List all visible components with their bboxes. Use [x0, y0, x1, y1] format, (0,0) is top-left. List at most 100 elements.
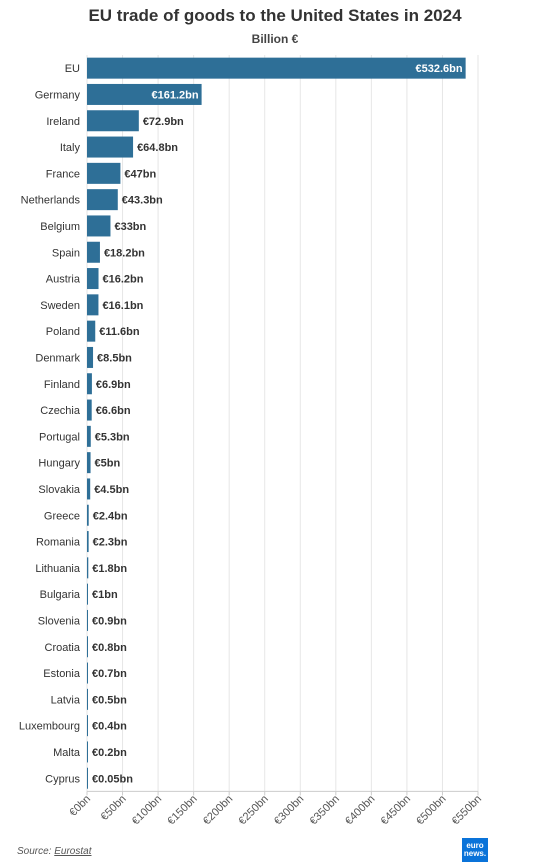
category-label: Sweden [40, 300, 80, 312]
bar [87, 162, 121, 184]
category-label: Slovakia [38, 484, 80, 496]
category-label: Luxembourg [19, 721, 80, 733]
category-label: Italy [60, 142, 81, 154]
category-label: Croatia [45, 642, 81, 654]
category-label: Malta [53, 747, 81, 759]
bar [87, 583, 88, 605]
category-label: Lithuania [35, 563, 81, 575]
data-label: €72.9bn [143, 116, 184, 128]
x-tick-label: €0bn [67, 793, 93, 819]
data-label: €18.2bn [104, 247, 145, 259]
x-tick-label: €100bn [130, 793, 164, 827]
x-tick-label: €500bn [414, 793, 448, 827]
category-label: Germany [35, 89, 81, 101]
data-label: €11.6bn [99, 326, 140, 338]
bar [87, 346, 94, 368]
data-label: €1.8bn [92, 563, 127, 575]
data-label: €6.9bn [96, 379, 131, 391]
category-label: Belgium [40, 221, 80, 233]
category-label: EU [65, 63, 80, 75]
data-label: €161.2bn [152, 89, 199, 101]
x-tick-label: €200bn [201, 793, 235, 827]
data-label: €0.8bn [92, 642, 127, 654]
category-label: Portugal [39, 431, 80, 443]
source-label: Source: [17, 846, 52, 857]
data-label: €6.6bn [96, 405, 131, 417]
x-tick-label: €400bn [343, 793, 377, 827]
category-label: France [46, 168, 80, 180]
category-label: Estonia [43, 668, 81, 680]
data-label: €532.6bn [416, 63, 463, 75]
data-label: €33bn [114, 221, 146, 233]
category-label: Cyprus [45, 773, 80, 785]
bar [87, 294, 99, 316]
source-note: Source: Eurostat [17, 846, 92, 857]
data-label: €0.7bn [92, 668, 127, 680]
data-label: €16.1bn [102, 300, 143, 312]
data-label: €5.3bn [95, 431, 130, 443]
data-label: €43.3bn [122, 195, 163, 207]
chart-title: EU trade of goods to the United States i… [88, 6, 462, 25]
data-label: €2.4bn [93, 510, 128, 522]
category-label: Slovenia [38, 615, 81, 627]
category-label: Greece [44, 510, 80, 522]
category-label: Bulgaria [40, 589, 81, 601]
bar [87, 662, 88, 684]
bar [87, 688, 88, 710]
category-label: Finland [44, 379, 80, 391]
category-label: Netherlands [21, 195, 81, 207]
bar [87, 715, 88, 737]
category-label: Romania [36, 537, 81, 549]
x-tick-label: €450bn [379, 793, 413, 827]
category-label: Latvia [51, 694, 81, 706]
data-label: €4.5bn [94, 484, 129, 496]
bar [87, 189, 118, 211]
bar [87, 478, 91, 500]
data-label: €0.5bn [92, 694, 127, 706]
data-label: €16.2bn [103, 274, 144, 286]
bar [87, 57, 466, 79]
category-label: Poland [46, 326, 80, 338]
bar [87, 373, 92, 395]
data-label: €2.3bn [93, 537, 128, 549]
data-label: €47bn [124, 168, 156, 180]
x-tick-label: €550bn [450, 793, 484, 827]
data-label: €0.4bn [92, 721, 127, 733]
bar [87, 741, 88, 763]
bar [87, 531, 89, 553]
bar [87, 399, 92, 421]
bar [87, 557, 89, 579]
bar [87, 268, 99, 290]
category-label: Denmark [35, 352, 80, 364]
bar [87, 452, 91, 474]
bar [87, 504, 89, 526]
bar [87, 767, 88, 789]
x-tick-label: €350bn [307, 793, 341, 827]
data-label: €1bn [92, 589, 118, 601]
euronews-logo: euro news. [462, 838, 488, 862]
bar [87, 83, 202, 105]
data-label: €0.2bn [92, 747, 127, 759]
x-tick-label: €50bn [99, 793, 129, 823]
data-label: €0.05bn [92, 773, 133, 785]
data-label: €8.5bn [97, 352, 132, 364]
category-label: Spain [52, 247, 80, 259]
data-label: €5bn [95, 458, 121, 470]
data-label: €0.9bn [92, 615, 127, 627]
bar [87, 425, 91, 447]
bar [87, 215, 111, 237]
logo-line-2: news. [463, 849, 487, 858]
bar [87, 320, 96, 342]
x-tick-label: €250bn [236, 793, 270, 827]
category-label: Czechia [40, 405, 81, 417]
category-label: Ireland [46, 116, 80, 128]
x-tick-label: €300bn [272, 793, 306, 827]
category-label: Hungary [38, 458, 80, 470]
chart-subtitle: Billion € [251, 32, 299, 46]
source-link[interactable]: Eurostat [54, 846, 92, 857]
x-tick-label: €150bn [165, 793, 199, 827]
bar [87, 636, 88, 658]
bar [87, 609, 88, 631]
bar [87, 241, 100, 263]
